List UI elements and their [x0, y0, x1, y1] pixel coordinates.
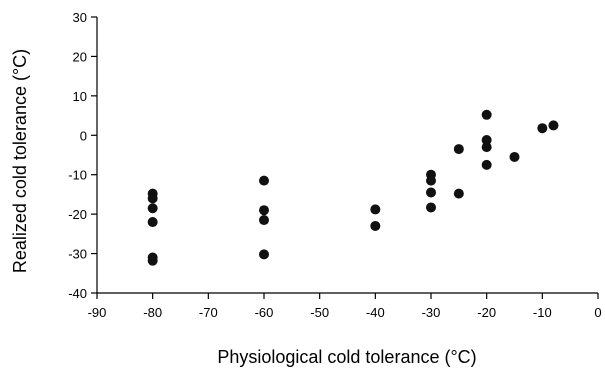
y-tick-label: 0: [80, 128, 87, 143]
x-tick-label: -40: [366, 305, 385, 320]
data-point: [509, 151, 520, 162]
x-tick-label: -20: [477, 305, 496, 320]
x-tick-label: -50: [310, 305, 329, 320]
data-point: [548, 120, 559, 131]
x-axis-title: Physiological cold tolerance (°C): [217, 347, 476, 367]
x-tick-label: -70: [199, 305, 218, 320]
y-tick-label: 30: [73, 10, 87, 25]
y-axis: -40 -30 -20 -10 0 10 20 30: [68, 10, 98, 301]
data-point: [426, 175, 436, 186]
data-point: [481, 135, 492, 146]
data-point: [147, 217, 158, 228]
data-point: [259, 215, 269, 226]
data-point: [453, 188, 464, 199]
x-tick-label: 0: [594, 305, 601, 320]
y-tick-label: -30: [68, 247, 87, 262]
data-point: [537, 123, 548, 134]
x-tick-label: -80: [143, 305, 162, 320]
x-tick-label: -10: [533, 305, 552, 320]
y-tick-label: 10: [73, 89, 87, 104]
x-tick-label: -30: [422, 305, 441, 320]
data-point: [481, 142, 492, 153]
data-point: [147, 193, 158, 204]
data-point: [259, 205, 269, 216]
data-point: [259, 249, 269, 260]
x-tick-label: -60: [255, 305, 274, 320]
data-point: [426, 187, 436, 198]
data-point: [481, 109, 492, 120]
x-tick-label: -90: [88, 305, 107, 320]
y-tick-label: -10: [68, 168, 87, 183]
data-point: [147, 255, 158, 266]
data-point: [370, 220, 381, 231]
data-point: [481, 159, 492, 170]
y-axis-title: Realized cold tolerance (°C): [10, 49, 30, 273]
x-axis: -90 -80 -70 -60 -50 -40 -30 -20 -10 0: [88, 292, 602, 320]
data-point: [453, 144, 464, 155]
data-point: [259, 175, 269, 186]
data-points: [147, 109, 559, 266]
y-tick-label: -40: [68, 286, 87, 301]
data-point: [426, 202, 436, 213]
y-tick-label: -20: [68, 207, 87, 222]
data-point: [370, 204, 381, 215]
y-tick-label: 20: [73, 49, 87, 64]
data-point: [147, 203, 158, 214]
